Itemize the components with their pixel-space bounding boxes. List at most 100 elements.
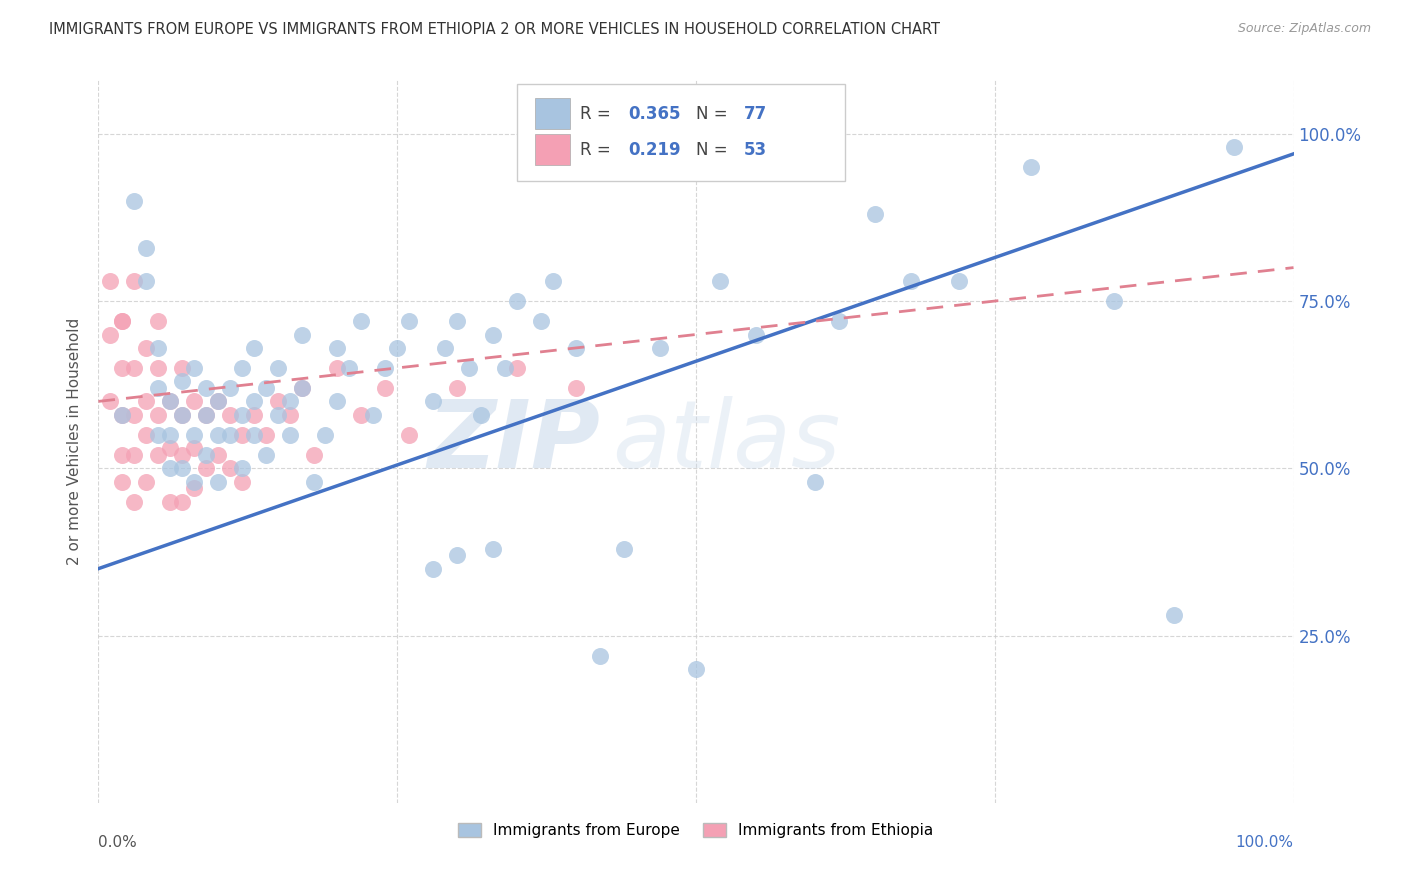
Point — [481, 541, 505, 556]
Point — [111, 408, 134, 422]
Point — [541, 274, 564, 288]
Point — [159, 494, 181, 508]
Point — [159, 394, 181, 409]
Point — [398, 314, 420, 328]
Point — [446, 314, 468, 328]
Point — [135, 475, 157, 489]
Point — [111, 314, 134, 328]
Point — [350, 408, 373, 422]
Point — [148, 448, 170, 462]
Point — [111, 314, 134, 328]
Point — [326, 341, 349, 355]
Point — [254, 448, 277, 462]
Point — [350, 314, 373, 328]
Point — [148, 427, 170, 442]
Point — [135, 341, 157, 355]
Point — [363, 408, 385, 422]
Point — [124, 408, 146, 422]
Point — [135, 274, 157, 288]
Point — [804, 475, 827, 489]
Point — [709, 274, 731, 288]
Point — [124, 494, 146, 508]
Point — [159, 427, 181, 442]
Text: R =: R = — [581, 141, 616, 159]
Point — [195, 408, 218, 422]
Point — [98, 394, 122, 409]
Text: N =: N = — [696, 141, 733, 159]
Text: R =: R = — [581, 104, 616, 122]
Text: 100.0%: 100.0% — [1236, 835, 1294, 850]
Text: 0.365: 0.365 — [628, 104, 681, 122]
Point — [565, 341, 588, 355]
Point — [278, 394, 301, 409]
Point — [183, 427, 205, 442]
Point — [422, 562, 444, 576]
Point — [243, 341, 266, 355]
Point — [111, 361, 134, 376]
Y-axis label: 2 or more Vehicles in Household: 2 or more Vehicles in Household — [67, 318, 83, 566]
Point — [183, 394, 205, 409]
Point — [172, 461, 194, 475]
Point — [1163, 608, 1185, 623]
Point — [565, 381, 588, 395]
Point — [302, 475, 325, 489]
Point — [530, 314, 553, 328]
Point — [900, 274, 922, 288]
Point — [124, 448, 146, 462]
Point — [207, 394, 229, 409]
Point — [506, 294, 529, 309]
Text: 0.0%: 0.0% — [98, 835, 138, 850]
Point — [159, 442, 181, 455]
Point — [148, 408, 170, 422]
Point — [458, 361, 481, 376]
Point — [159, 461, 181, 475]
Point — [195, 408, 218, 422]
Point — [148, 341, 170, 355]
Point — [648, 341, 672, 355]
Point — [111, 408, 134, 422]
Point — [183, 361, 205, 376]
Point — [278, 408, 301, 422]
Point — [398, 427, 420, 442]
Point — [135, 427, 157, 442]
Point — [613, 541, 636, 556]
Point — [339, 361, 361, 376]
Text: atlas: atlas — [613, 396, 841, 487]
Text: 77: 77 — [744, 104, 768, 122]
Point — [326, 394, 349, 409]
Point — [745, 327, 768, 342]
Text: 0.219: 0.219 — [628, 141, 681, 159]
Point — [172, 408, 194, 422]
Point — [494, 361, 516, 376]
Point — [207, 427, 229, 442]
Point — [219, 408, 242, 422]
Text: ZIP: ZIP — [427, 395, 600, 488]
Point — [302, 448, 325, 462]
Point — [231, 475, 253, 489]
Point — [98, 327, 122, 342]
Point — [243, 427, 266, 442]
Point — [172, 448, 194, 462]
Point — [172, 375, 194, 389]
Point — [446, 381, 468, 395]
Point — [506, 361, 529, 376]
Point — [219, 461, 242, 475]
FancyBboxPatch shape — [517, 84, 845, 181]
Point — [195, 381, 218, 395]
Point — [243, 394, 266, 409]
Point — [207, 394, 229, 409]
Point — [148, 381, 170, 395]
Point — [135, 394, 157, 409]
Text: N =: N = — [696, 104, 733, 122]
Point — [589, 648, 612, 663]
Point — [111, 475, 134, 489]
Point — [470, 408, 492, 422]
Point — [207, 448, 229, 462]
Point — [219, 381, 242, 395]
Point — [267, 408, 290, 422]
Legend: Immigrants from Europe, Immigrants from Ethiopia: Immigrants from Europe, Immigrants from … — [451, 815, 941, 846]
Point — [434, 341, 457, 355]
Point — [124, 274, 146, 288]
Point — [315, 427, 337, 442]
Point — [124, 361, 146, 376]
